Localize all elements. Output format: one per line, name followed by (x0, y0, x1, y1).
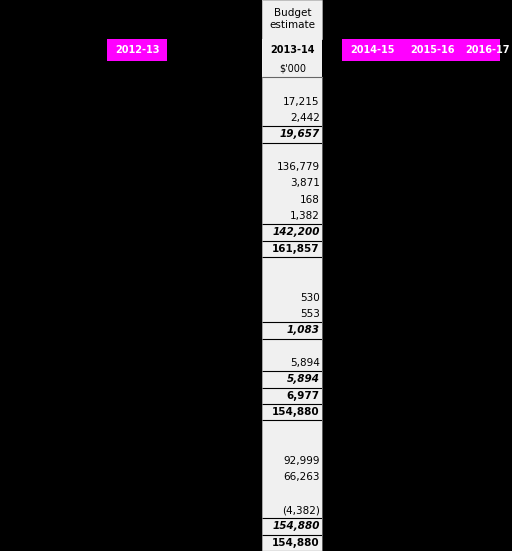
Text: 2,442: 2,442 (290, 113, 320, 123)
Text: Budget
estimate: Budget estimate (269, 8, 315, 30)
Text: 3,871: 3,871 (290, 179, 320, 188)
Bar (262, 39, 322, 61)
Text: 161,857: 161,857 (272, 244, 320, 253)
Bar (343, 39, 402, 61)
Text: 154,880: 154,880 (272, 521, 320, 532)
Text: 66,263: 66,263 (283, 472, 320, 483)
Bar (262, 61, 322, 77)
Text: 92,999: 92,999 (283, 456, 320, 466)
Text: 17,215: 17,215 (283, 96, 320, 107)
Text: (4,382): (4,382) (282, 505, 320, 515)
Text: 142,200: 142,200 (272, 228, 320, 237)
Text: 168: 168 (300, 195, 320, 204)
Text: 1,382: 1,382 (290, 211, 320, 221)
Bar (457, 39, 512, 61)
Text: 154,880: 154,880 (272, 407, 320, 417)
Text: 2015-16: 2015-16 (410, 45, 455, 55)
Bar (402, 39, 462, 61)
Text: 2016-17: 2016-17 (465, 45, 509, 55)
Bar (262, 0, 322, 551)
Text: 6,977: 6,977 (287, 391, 320, 401)
Text: 2012-13: 2012-13 (115, 45, 160, 55)
Bar (108, 39, 167, 61)
Text: 154,880: 154,880 (272, 538, 320, 548)
Text: 5,894: 5,894 (290, 358, 320, 368)
Text: $'000: $'000 (279, 64, 306, 74)
Text: 5,894: 5,894 (287, 375, 320, 385)
Text: 1,083: 1,083 (287, 326, 320, 336)
Text: 530: 530 (300, 293, 320, 302)
Text: 2013-14: 2013-14 (270, 45, 314, 55)
Text: 2014-15: 2014-15 (350, 45, 395, 55)
Bar (262, 0, 322, 39)
Text: 136,779: 136,779 (276, 162, 320, 172)
Text: 19,657: 19,657 (280, 129, 320, 139)
Text: 553: 553 (300, 309, 320, 319)
